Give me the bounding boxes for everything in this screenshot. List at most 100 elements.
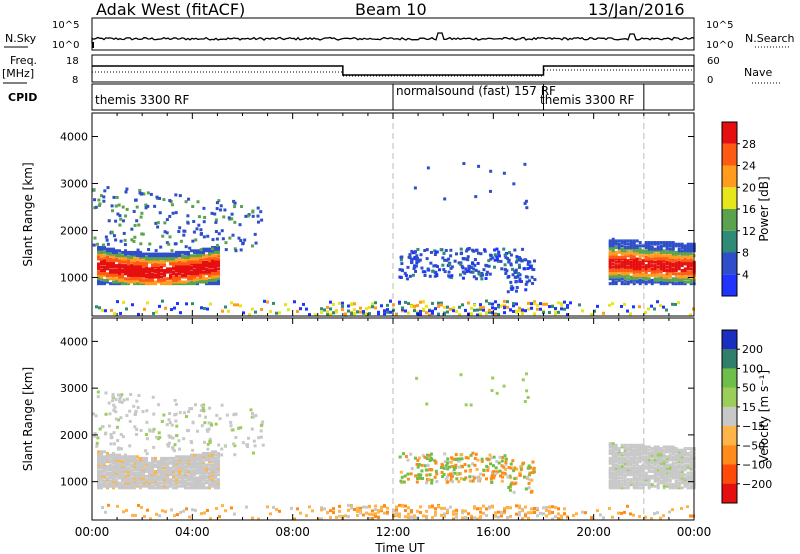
power-cell bbox=[205, 257, 209, 261]
power-cell bbox=[629, 250, 633, 254]
power-cell bbox=[323, 308, 326, 312]
velocity-cell bbox=[611, 455, 615, 459]
power-cell bbox=[507, 274, 511, 278]
velocity-cell bbox=[653, 466, 657, 470]
velocity-cell bbox=[665, 484, 669, 488]
power-cell bbox=[502, 171, 506, 175]
velocity-cell bbox=[377, 509, 380, 513]
power-cell bbox=[133, 260, 137, 264]
power-cell bbox=[671, 249, 675, 253]
velocity-cell bbox=[454, 463, 458, 467]
power-cell bbox=[184, 200, 188, 204]
power-cell bbox=[674, 277, 678, 281]
power-cell bbox=[422, 307, 425, 311]
power-cell bbox=[171, 211, 175, 215]
power-cell bbox=[629, 255, 633, 259]
velocity-cell bbox=[689, 465, 693, 469]
velocity-cell bbox=[211, 474, 215, 478]
power-cell bbox=[206, 234, 210, 238]
velocity-cell bbox=[638, 453, 642, 457]
velocity-cell bbox=[584, 511, 587, 515]
velocity-cell bbox=[665, 456, 669, 460]
velocity-cell bbox=[500, 479, 504, 483]
velocity-cell bbox=[572, 514, 575, 518]
velocity-cell bbox=[674, 447, 678, 451]
power-cell bbox=[149, 192, 153, 196]
power-cell bbox=[208, 249, 212, 253]
velocity-cell bbox=[509, 476, 513, 480]
velocity-cell bbox=[413, 514, 416, 518]
velocity-cell bbox=[199, 469, 203, 473]
power-cell bbox=[542, 311, 545, 315]
power-cell bbox=[689, 272, 693, 276]
power-cell bbox=[106, 280, 110, 284]
power-cell bbox=[686, 267, 690, 271]
power-cell bbox=[124, 277, 128, 281]
power-cell bbox=[169, 280, 173, 284]
velocity-cell bbox=[178, 411, 182, 415]
velocity-cell bbox=[614, 468, 618, 472]
velocity-cell bbox=[172, 476, 176, 480]
power-cell bbox=[665, 255, 669, 259]
velocity-cell bbox=[424, 468, 428, 472]
velocity-cell bbox=[162, 413, 166, 417]
velocity-cell bbox=[641, 447, 645, 451]
power-cell bbox=[668, 270, 672, 274]
power-cell bbox=[196, 257, 200, 261]
velocity-cell bbox=[199, 456, 203, 460]
velocity-cell bbox=[163, 486, 167, 490]
velocity-cell bbox=[124, 463, 128, 467]
power-cell bbox=[623, 302, 626, 306]
power-cell bbox=[450, 274, 454, 278]
velocity-cell bbox=[233, 453, 237, 457]
power-cell bbox=[329, 307, 332, 311]
velocity-cell bbox=[644, 461, 648, 465]
power-cell bbox=[154, 280, 158, 284]
velocity-cell bbox=[650, 461, 654, 465]
power-cell bbox=[611, 273, 615, 277]
velocity-cell bbox=[504, 462, 508, 466]
velocity-cell bbox=[163, 458, 167, 462]
velocity-cell bbox=[659, 476, 663, 480]
power-cell bbox=[620, 249, 624, 253]
power-cell bbox=[299, 307, 302, 311]
nsky-tick-hi: 10^5 bbox=[52, 20, 79, 31]
velocity-cell bbox=[217, 463, 221, 467]
power-cell bbox=[100, 260, 104, 264]
power-cell bbox=[202, 265, 206, 269]
velocity-cell bbox=[494, 511, 497, 515]
velocity-cell bbox=[464, 469, 468, 473]
power-cell bbox=[400, 269, 404, 273]
freq-panel bbox=[91, 54, 695, 83]
power-cell bbox=[95, 305, 98, 309]
velocity-cell bbox=[97, 484, 101, 488]
power-cell bbox=[614, 242, 618, 246]
velocity-cell bbox=[400, 475, 404, 479]
power-cell bbox=[529, 265, 533, 269]
power-cell bbox=[590, 313, 593, 317]
power-cell bbox=[178, 280, 182, 284]
power-cell bbox=[461, 303, 464, 307]
velocity-cell bbox=[515, 504, 518, 508]
velocity-cell bbox=[211, 481, 215, 485]
power-ytick-label: 3000 bbox=[60, 177, 88, 190]
power-cell bbox=[347, 309, 350, 313]
velocity-cell bbox=[647, 478, 651, 482]
velocity-cell bbox=[196, 481, 200, 485]
power-cell bbox=[127, 270, 131, 274]
velocity-cell bbox=[167, 444, 171, 448]
velocity-cell bbox=[677, 448, 681, 452]
power-cell bbox=[104, 309, 107, 313]
velocity-cell bbox=[156, 437, 160, 441]
velocity-cell bbox=[124, 469, 128, 473]
power-cell bbox=[184, 267, 188, 271]
power-cell bbox=[677, 242, 681, 246]
power-cell bbox=[611, 257, 615, 261]
velocity-cell bbox=[548, 509, 551, 513]
power-cell bbox=[115, 270, 119, 274]
velocity-cell bbox=[557, 507, 560, 511]
power-cell bbox=[677, 262, 681, 266]
power-cell bbox=[103, 245, 107, 249]
power-cell bbox=[680, 277, 684, 281]
